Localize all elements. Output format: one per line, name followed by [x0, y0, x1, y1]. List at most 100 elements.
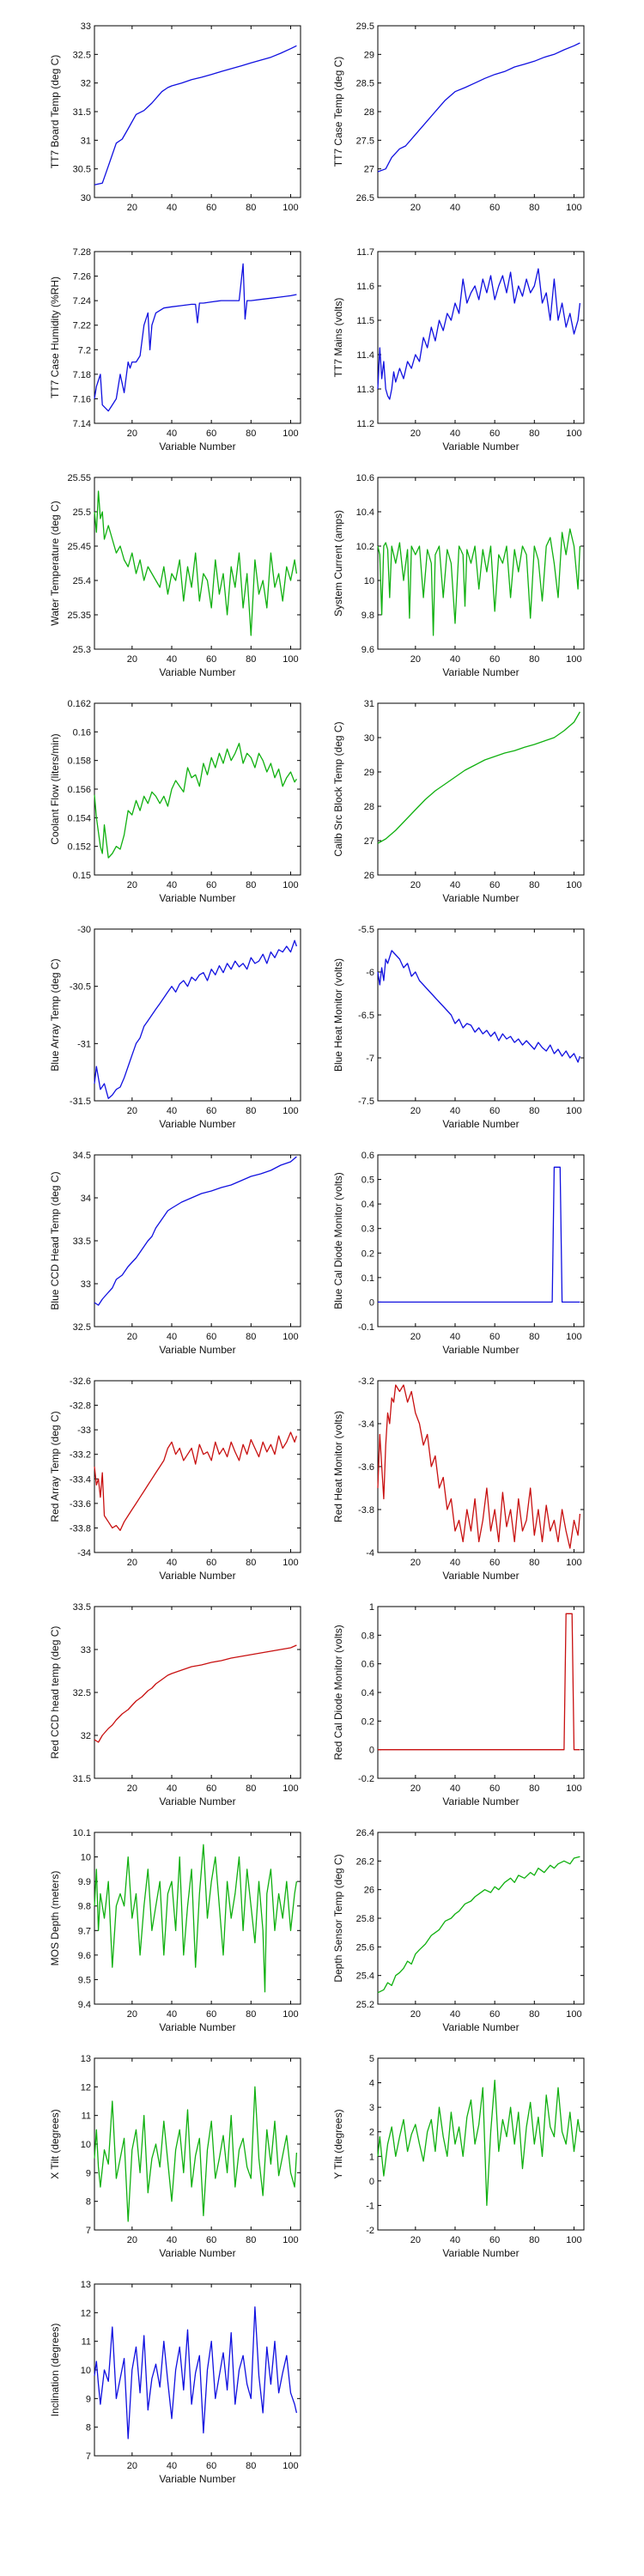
- y-axis-label: Coolant Flow (liters/min): [49, 733, 61, 844]
- x-tick-label: 20: [410, 1106, 421, 1116]
- y-tick-label: 32.5: [73, 50, 91, 60]
- x-tick-label: 100: [566, 1558, 581, 1568]
- x-tick-label: 60: [206, 1558, 216, 1568]
- subplot-2: 26.5 27 27.5 28 28.5 29 29.5 20 40 60 80 100 TT7 Cas…: [332, 21, 585, 213]
- y-tick-label: 0.3: [361, 1224, 374, 1235]
- y-tick-label: 13: [81, 2054, 91, 2064]
- y-tick-label: -3.6: [358, 1462, 374, 1473]
- y-tick-label: 11.4: [356, 350, 374, 361]
- y-tick-label: 25.5: [73, 507, 91, 518]
- series-line: [94, 263, 297, 412]
- y-tick-label: -31.5: [70, 1097, 91, 1107]
- plot-frame: [94, 251, 301, 424]
- y-tick-label: 7: [86, 2226, 91, 2236]
- x-tick-label: 20: [127, 880, 137, 890]
- y-tick-label: 3: [369, 2103, 374, 2113]
- series-line: [94, 1156, 297, 1306]
- x-tick-label: 80: [529, 203, 539, 213]
- x-tick-label: 100: [283, 203, 298, 213]
- y-axis-label: TT7 Mains (volts): [332, 298, 344, 378]
- x-axis-label: Variable Number: [442, 1118, 519, 1130]
- x-tick-label: 60: [206, 654, 216, 665]
- y-tick-label: -33.4: [70, 1474, 91, 1485]
- x-tick-label: 100: [283, 1332, 298, 1342]
- x-tick-label: 60: [489, 880, 500, 890]
- y-tick-label: 33: [81, 1279, 91, 1290]
- y-tick-label: 4: [369, 2079, 374, 2089]
- y-tick-label: 34: [81, 1194, 91, 1204]
- x-tick-label: 40: [167, 880, 177, 890]
- x-tick-label: 40: [167, 428, 177, 439]
- x-tick-label: 80: [529, 654, 539, 665]
- series-line: [377, 1384, 581, 1549]
- x-tick-label: 80: [529, 880, 539, 890]
- x-tick-label: 100: [283, 428, 298, 439]
- series-line: [378, 1613, 580, 1751]
- y-tick-label: 26: [364, 871, 374, 881]
- x-tick-label: 100: [566, 1783, 581, 1794]
- y-tick-label: 25.8: [356, 1914, 374, 1924]
- x-tick-label: 40: [450, 428, 460, 439]
- x-tick-label: 60: [206, 1783, 216, 1794]
- x-tick-label: 100: [283, 654, 298, 665]
- y-tick-label: 31.5: [73, 1774, 91, 1784]
- subplot-15: 31.5 32 32.5 33 33.5 20 40 60 80 100 Variable Numb…: [49, 1602, 301, 1807]
- y-tick-label: 9.5: [78, 1975, 91, 1985]
- subplot-17: 9.4 9.5 9.6 9.7 9.8 9.9 10 10.1 20 40 60 80 100 Varia…: [49, 1828, 301, 2033]
- series-line: [94, 490, 298, 636]
- subplot-10: -7.5 -7 -6.5 -6 -5.5 20 40 60 80 100 Variable Numb…: [332, 925, 585, 1130]
- y-tick-label: 0.152: [67, 842, 91, 853]
- x-tick-label: 100: [283, 2009, 298, 2020]
- subplot-7: 0.15 0.152 0.154 0.156 0.158 0.16 0.162 20 40 60 8…: [49, 699, 301, 904]
- series-line: [378, 1166, 580, 1303]
- x-tick-label: 80: [246, 2009, 256, 2020]
- x-tick-label: 40: [167, 203, 177, 213]
- x-tick-label: 80: [246, 203, 256, 213]
- series-line: [94, 743, 297, 859]
- series-line: [94, 939, 298, 1099]
- y-tick-label: 26.2: [356, 1856, 374, 1867]
- x-tick-label: 100: [566, 2009, 581, 2020]
- y-axis-label: Inclination (degrees): [49, 2324, 61, 2417]
- x-tick-label: 100: [566, 1332, 581, 1342]
- subplot-19: 7 8 9 10 11 12 13 20 40 60 80 100 Variable Number X T…: [49, 2054, 301, 2259]
- y-tick-label: -7: [366, 1054, 374, 1064]
- x-tick-label: 40: [450, 1332, 460, 1342]
- y-tick-label: 31: [81, 136, 91, 146]
- subplot-4: 11.2 11.3 11.4 11.5 11.6 11.7 20 40 60 80 100 Varia…: [332, 247, 585, 453]
- y-tick-label: 9: [86, 2168, 91, 2178]
- x-tick-label: 100: [283, 1783, 298, 1794]
- x-tick-label: 60: [489, 1558, 500, 1568]
- y-tick-label: 25.55: [67, 473, 91, 483]
- y-tick-label: 9.9: [78, 1877, 91, 1887]
- x-axis-label: Variable Number: [442, 892, 519, 904]
- x-tick-label: 60: [206, 880, 216, 890]
- x-tick-label: 40: [167, 1106, 177, 1116]
- y-tick-label: 13: [81, 2280, 91, 2290]
- y-axis-label: Blue CCD Head Temp (deg C): [49, 1171, 61, 1309]
- series-line: [94, 2086, 298, 2222]
- x-tick-label: 20: [127, 1783, 137, 1794]
- x-tick-label: 40: [167, 2009, 177, 2020]
- x-tick-label: 100: [566, 203, 581, 213]
- x-tick-label: 40: [450, 1106, 460, 1116]
- y-axis-label: Red CCD head temp (deg C): [49, 1626, 61, 1759]
- x-tick-label: 20: [410, 1558, 421, 1568]
- x-tick-label: 40: [167, 1558, 177, 1568]
- y-tick-label: 8: [86, 2423, 91, 2433]
- subplot-13: -34 -33.8 -33.6 -33.4 -33.2 -33 -32.8 -32.6 20 40…: [49, 1376, 301, 1582]
- y-tick-label: 7.14: [73, 419, 91, 429]
- y-tick-label: 7.2: [78, 345, 91, 355]
- y-tick-label: 2: [369, 2128, 374, 2138]
- y-tick-label: -33.2: [70, 1450, 91, 1461]
- x-tick-label: 40: [450, 880, 460, 890]
- y-tick-label: 11: [82, 2337, 91, 2348]
- x-tick-label: 20: [127, 2235, 137, 2245]
- x-tick-label: 40: [167, 2461, 177, 2471]
- y-tick-label: 7.16: [73, 394, 91, 404]
- x-tick-label: 80: [529, 2235, 539, 2245]
- y-tick-label: 26: [364, 1886, 374, 1896]
- y-tick-label: 31: [364, 699, 374, 709]
- y-tick-label: 25.6: [356, 1942, 374, 1953]
